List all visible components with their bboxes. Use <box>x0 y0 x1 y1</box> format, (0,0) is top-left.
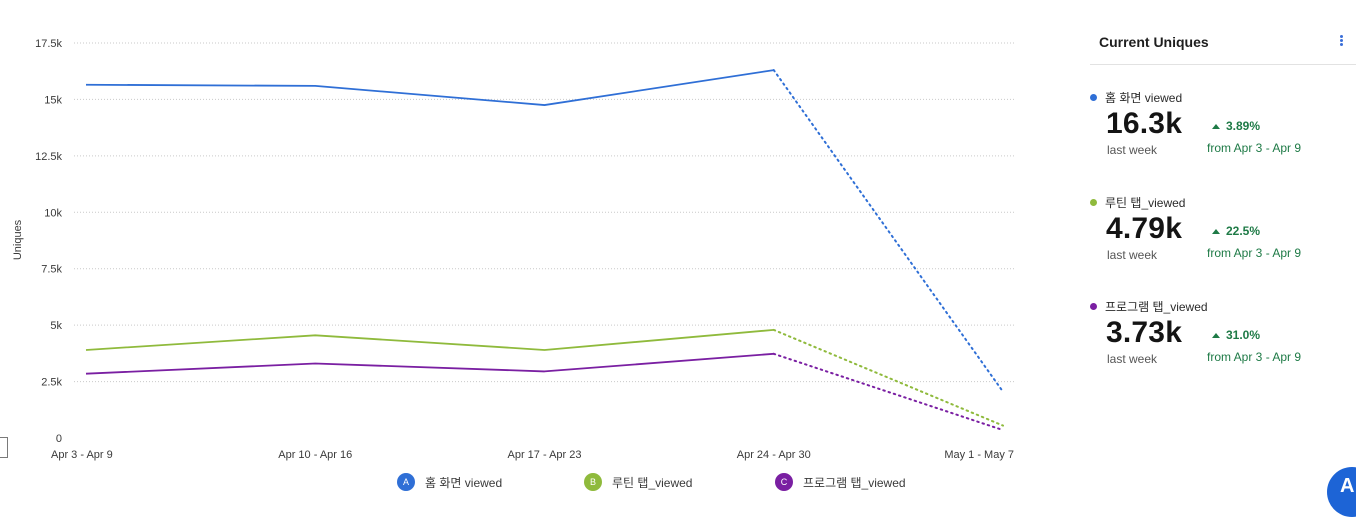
chart-legend: A 홈 화면 viewed B 루틴 탭_viewed C 프로그램 탭_vie… <box>0 473 1060 497</box>
panel-header: Current Uniques <box>1090 28 1356 65</box>
y-tick-label: 2.5k <box>41 377 62 389</box>
metric-name-row: 루틴 탭_viewed <box>1090 194 1185 211</box>
metric-comparison: from Apr 3 - Apr 9 <box>1207 141 1302 155</box>
metric-period: last week <box>1107 143 1158 157</box>
grid-lines <box>74 42 1015 383</box>
metric-label: 홈 화면 viewed <box>1105 91 1183 105</box>
metric-change-value: 31.0% <box>1226 328 1261 342</box>
metric-name-row: 프로그램 탭_viewed <box>1090 298 1208 315</box>
series-line-b[interactable] <box>85 328 774 351</box>
legend-badge-a: A <box>397 473 415 491</box>
series-line-a[interactable] <box>85 69 774 106</box>
y-axis-label: Uniques <box>12 219 24 260</box>
current-uniques-panel: Current Uniques 홈 화면 viewed 16.3k last w… <box>1090 0 1356 502</box>
metric-value: 16.3k <box>1106 107 1183 140</box>
y-tick-label: 5k <box>50 320 62 332</box>
metric-change-value: 3.89% <box>1226 119 1261 133</box>
triangle-up-icon <box>1212 123 1220 129</box>
series-dot-icon <box>1090 199 1097 206</box>
metric-card-routine: 루틴 탭_viewed 4.79k last week 22.5% from A… <box>1090 194 1356 284</box>
y-axis-ticks: 0 2.5k 5k 7.5k 10k 12.5k 15k 17.5k <box>35 38 62 445</box>
metric-card-program: 프로그램 탭_viewed 3.73k last week 31.0% from… <box>1090 298 1356 388</box>
metric-comparison: from Apr 3 - Apr 9 <box>1207 350 1302 364</box>
metric-change: 22.5% <box>1212 224 1260 238</box>
metric-change: 31.0% <box>1212 328 1260 342</box>
kebab-menu-icon[interactable] <box>1336 34 1346 48</box>
y-tick-label: 0 <box>56 433 62 445</box>
y-tick-label: 12.5k <box>35 151 62 163</box>
y-tick-label: 10k <box>44 207 62 219</box>
x-tick-label: May 1 - May 7 <box>944 449 1014 461</box>
x-tick-label: Apr 24 - Apr 30 <box>737 449 811 461</box>
metric-period: last week <box>1107 248 1158 262</box>
legend-badge-b: B <box>584 473 602 491</box>
metric-value: 3.73k <box>1106 316 1183 349</box>
legend-item-series-a[interactable]: A 홈 화면 viewed <box>397 473 502 491</box>
metric-card-home: 홈 화면 viewed 16.3k last week 3.89% from A… <box>1090 89 1356 179</box>
triangle-up-icon <box>1212 332 1220 338</box>
metric-period: last week <box>1107 352 1158 366</box>
y-tick-label: 15k <box>44 94 62 106</box>
metric-change-value: 22.5% <box>1226 224 1261 238</box>
y-tick-label: 7.5k <box>41 264 62 276</box>
triangle-up-icon <box>1212 228 1220 234</box>
collapsed-side-handle[interactable] <box>0 437 8 458</box>
metric-comparison: from Apr 3 - Apr 9 <box>1207 246 1302 260</box>
series-dot-icon <box>1090 303 1097 310</box>
metric-label: 루틴 탭_viewed <box>1105 196 1186 210</box>
legend-label-a: 홈 화면 viewed <box>425 475 503 490</box>
series-incomplete-line-a[interactable] <box>772 69 1004 393</box>
x-tick-label: Apr 17 - Apr 23 <box>508 449 582 461</box>
legend-badge-c: C <box>775 473 793 491</box>
legend-item-series-c[interactable]: C 프로그램 탭_viewed <box>775 473 906 491</box>
x-tick-label: Apr 10 - Apr 16 <box>278 449 352 461</box>
metric-value: 4.79k <box>1106 212 1183 245</box>
legend-item-series-b[interactable]: B 루틴 탭_viewed <box>584 473 692 491</box>
series-incomplete-line-c[interactable] <box>772 352 1004 432</box>
y-tick-label: 17.5k <box>35 38 62 50</box>
metric-change: 3.89% <box>1212 119 1260 133</box>
series-lines <box>85 69 1004 432</box>
legend-label-b: 루틴 탭_viewed <box>612 475 693 490</box>
series-line-c[interactable] <box>85 352 774 375</box>
series-dot-icon <box>1090 94 1097 101</box>
metric-name-row: 홈 화면 viewed <box>1090 89 1182 106</box>
x-tick-label: Apr 3 - Apr 9 <box>51 449 113 461</box>
metric-label: 프로그램 탭_viewed <box>1105 300 1208 314</box>
line-chart: 0 2.5k 5k 7.5k 10k 12.5k 15k 17.5k Apr 3 - Apr … <box>12 38 1015 461</box>
x-axis-ticks: Apr 3 - Apr 9 Apr 10 - Apr 16 Apr 17 - Apr… <box>51 449 1014 461</box>
fab-letter: A <box>1340 475 1355 497</box>
panel-title: Current Uniques <box>1099 34 1209 50</box>
legend-label-c: 프로그램 탭_viewed <box>803 475 906 490</box>
